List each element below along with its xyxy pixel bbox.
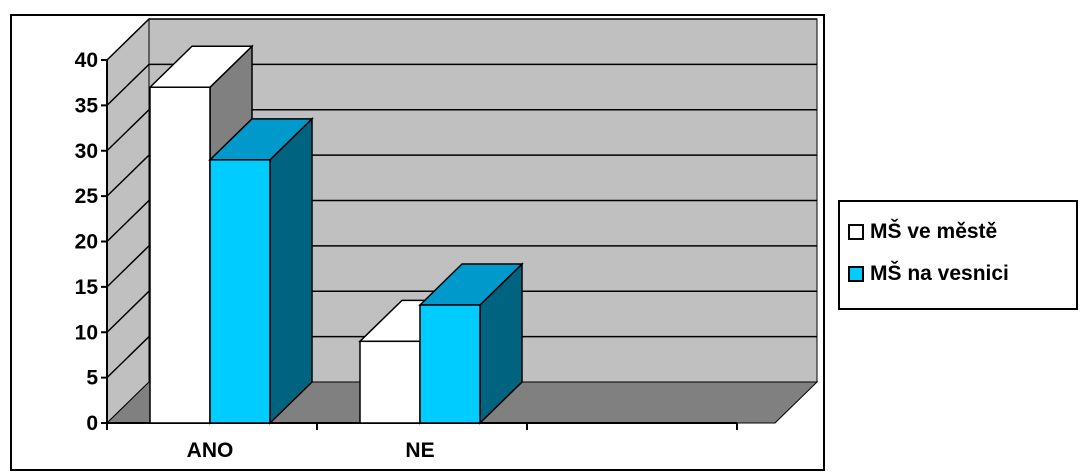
- bars: [148, 44, 524, 425]
- y-tick-label: 30: [75, 140, 98, 163]
- y-tick-label: 25: [75, 185, 99, 208]
- gridline: [106, 199, 817, 243]
- legend-swatch-series-1: [848, 224, 864, 240]
- gridline: [106, 290, 817, 333]
- bar-ano-series-1-front: [149, 86, 211, 424]
- axis-labels: 0 5 10 15 20 25 30 35 40 ANO NE: [75, 49, 435, 462]
- gridlines: [106, 18, 817, 379]
- x-category-label: ANO: [187, 439, 234, 462]
- gridline: [106, 109, 817, 152]
- gridline: [106, 63, 817, 106]
- x-category-label: NE: [405, 439, 434, 462]
- bar-ano-series-2: [208, 117, 314, 425]
- y-tick-label: 10: [75, 321, 98, 344]
- y-tick-label: 40: [75, 49, 98, 72]
- gridline: [106, 154, 817, 197]
- bar-ano-series-2-front: [209, 159, 271, 424]
- legend-item-series-2: MŠ na vesnici: [848, 262, 1009, 286]
- bar-ne-series-2: [418, 262, 524, 425]
- legend: MŠ ve městě MŠ na vesnici: [838, 200, 1078, 310]
- legend-label-series-1: MŠ ve městě: [870, 220, 998, 243]
- legend-swatch-series-2: [848, 266, 864, 282]
- y-tick-label: 5: [86, 367, 98, 390]
- bar-ne-series-2-front: [419, 304, 481, 424]
- legend-label-series-2: MŠ na vesnici: [870, 262, 1009, 285]
- bar-ne-series-1-front: [359, 340, 421, 424]
- y-tick-label: 15: [75, 276, 99, 299]
- gridline: [106, 18, 817, 61]
- y-tick-label: 35: [75, 94, 99, 117]
- legend-item-series-1: MŠ ve městě: [848, 220, 997, 244]
- y-tick-label: 20: [75, 231, 98, 254]
- bar-ano-series-2-side: [269, 117, 313, 425]
- gridline: [106, 245, 817, 288]
- gridline: [106, 335, 817, 379]
- y-tick-label: 0: [86, 412, 98, 435]
